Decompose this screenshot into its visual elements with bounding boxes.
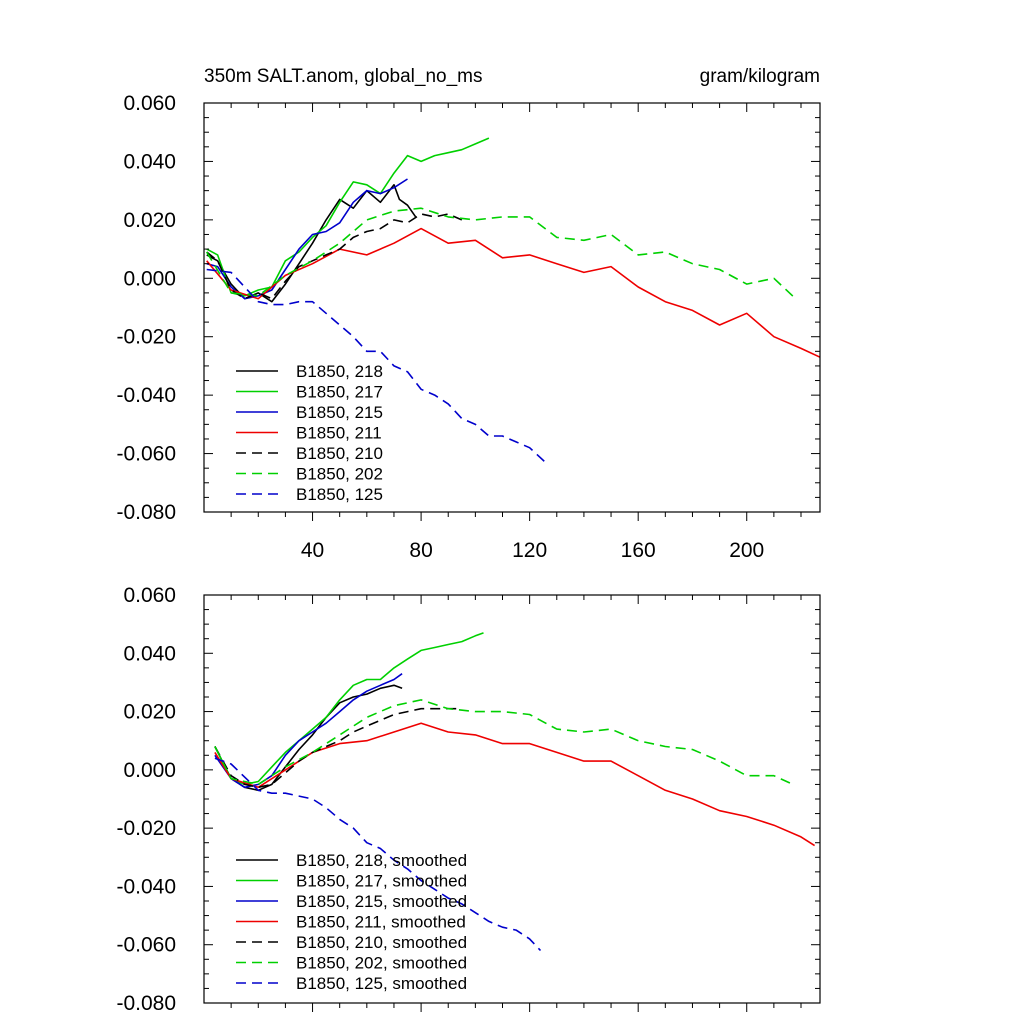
legend-label: B1850, 215, smoothed	[296, 892, 467, 911]
x-tick-label: 160	[621, 539, 656, 562]
y-tick-label: -0.080	[116, 501, 176, 524]
x-tick-label: 80	[409, 539, 432, 562]
series-line-2	[206, 178, 408, 300]
y-tick-label: 0.000	[123, 759, 176, 782]
y-tick-label: 0.060	[123, 92, 176, 115]
y-tick-label: -0.020	[116, 326, 176, 349]
y-tick-label: 0.020	[123, 701, 176, 724]
series-lines	[214, 632, 816, 952]
panel-bottom: 0.060 0.040 0.020 0.000 -0.020 -0.040 -0.060 -0…	[116, 584, 821, 1015]
axes	[203, 102, 821, 521]
series-line-0	[206, 184, 417, 303]
series-lines	[206, 137, 821, 466]
series-line-2	[214, 673, 403, 789]
x-tick-label: 120	[512, 539, 547, 562]
legend-label: B1850, 218, smoothed	[296, 851, 467, 870]
series-line-3	[206, 227, 821, 358]
plot-area-bottom: 0.060 0.040 0.020 0.000 -0.020 -0.040 -0.060 -0…	[116, 584, 821, 1015]
x-tick-label: 40	[301, 539, 324, 562]
series-line-0	[214, 684, 403, 792]
legend-label: B1850, 202	[296, 465, 383, 484]
legend-label: B1850, 125	[296, 485, 383, 504]
series-line-1	[206, 137, 490, 297]
legend-label: B1850, 215	[296, 403, 383, 422]
plot-area-top: 0.060 0.040 0.020 0.000 -0.020 -0.040 -0.060 -0…	[116, 92, 821, 562]
y-tick-label: -0.060	[116, 443, 176, 466]
legend-label: B1850, 217, smoothed	[296, 872, 467, 891]
y-tick-label: -0.080	[116, 992, 176, 1015]
x-tick-label: 200	[729, 539, 764, 562]
chart-title: 350m SALT.anom, global_no_ms	[204, 66, 482, 87]
series-line-6	[214, 757, 542, 952]
y-tick-label: 0.020	[123, 209, 176, 232]
legend-label: B1850, 125, smoothed	[296, 974, 467, 993]
tick-labels: 0.060 0.040 0.020 0.000 -0.020 -0.040 -0.060 -0…	[116, 92, 764, 562]
legend-label: B1850, 210, smoothed	[296, 933, 467, 952]
legend-label: B1850, 211, smoothed	[296, 913, 466, 932]
legend: B1850, 218, smoothed B1850, 217, smoothed…	[236, 851, 467, 993]
legend-label: B1850, 217	[296, 383, 383, 402]
y-tick-label: 0.000	[123, 267, 176, 290]
legend-label: B1850, 202, smoothed	[296, 954, 467, 973]
series-line-4	[214, 707, 457, 789]
units-label: gram/kilogram	[700, 66, 820, 87]
y-tick-label: 0.040	[123, 642, 176, 665]
legend-label: B1850, 210	[296, 444, 383, 463]
series-line-5	[214, 699, 794, 786]
tick-labels: 0.060 0.040 0.020 0.000 -0.020 -0.040 -0.060 -0…	[116, 584, 176, 1015]
legend-label: B1850, 218	[296, 362, 383, 381]
y-tick-label: 0.060	[123, 584, 176, 607]
series-line-1	[214, 632, 484, 786]
y-tick-label: -0.020	[116, 817, 176, 840]
series-line-3	[214, 722, 816, 847]
y-tick-label: -0.040	[116, 384, 176, 407]
series-line-5	[206, 207, 797, 300]
y-tick-label: 0.040	[123, 150, 176, 173]
series-line-6	[206, 268, 550, 466]
y-tick-label: -0.060	[116, 934, 176, 957]
legend-label: B1850, 211	[296, 424, 382, 443]
y-tick-label: -0.040	[116, 875, 176, 898]
panel-top: 350m SALT.anom, global_no_ms gram/kilogr…	[116, 66, 821, 562]
axes	[203, 594, 821, 1012]
series-line-4	[206, 213, 463, 300]
